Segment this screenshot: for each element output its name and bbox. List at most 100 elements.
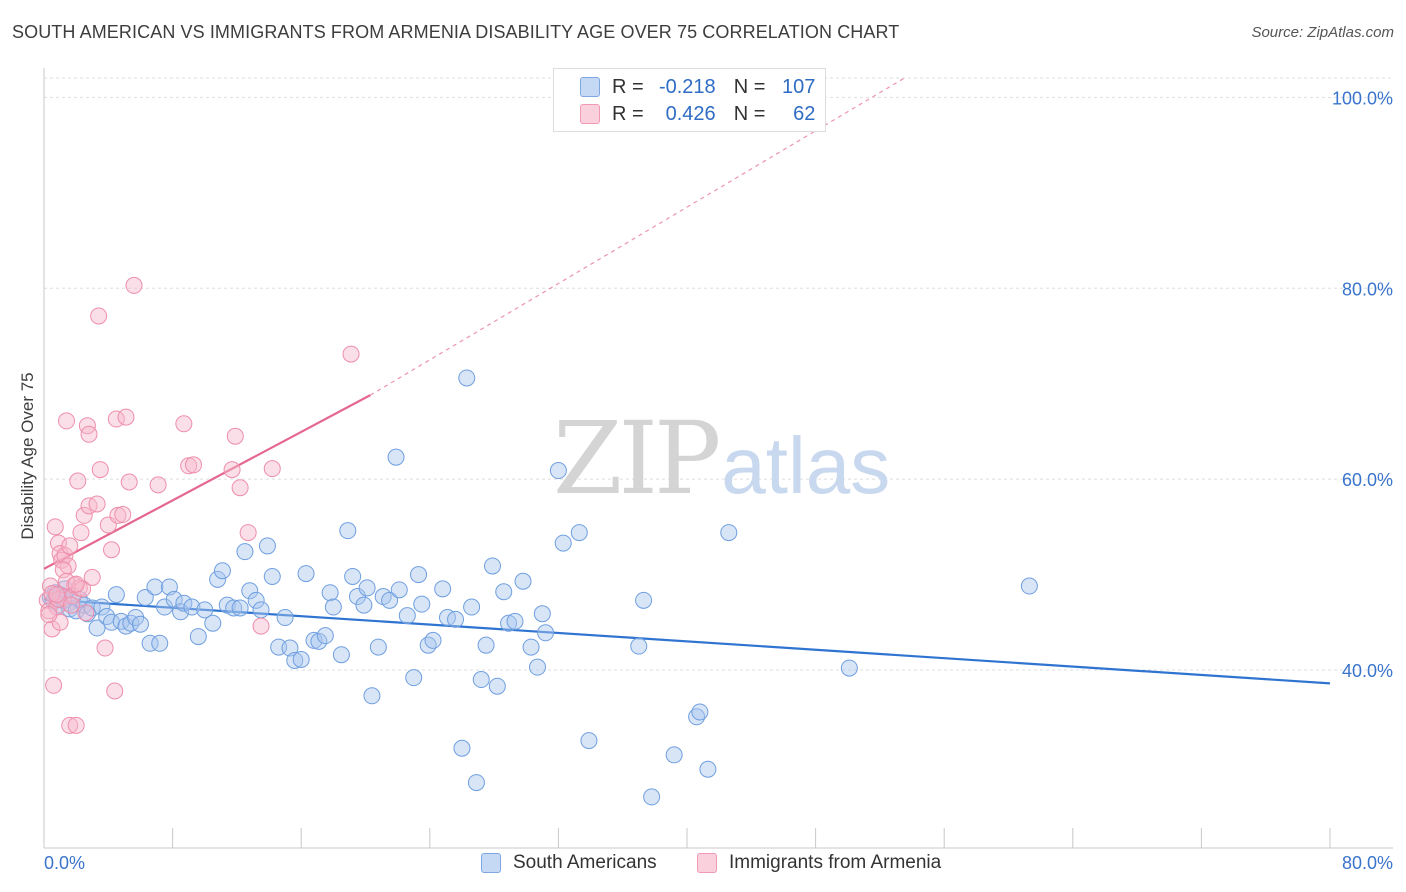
point-armenia: [54, 561, 72, 579]
point-south-american: [447, 610, 465, 628]
data-points: [38, 276, 1038, 806]
point-armenia: [67, 716, 85, 734]
source-label: Source: ZipAtlas.com: [1251, 24, 1394, 41]
point-south-american: [424, 631, 442, 649]
point-armenia: [56, 546, 74, 564]
point-armenia: [61, 537, 79, 555]
chart-title: SOUTH AMERICAN VS IMMIGRANTS FROM ARMENI…: [12, 22, 900, 42]
point-south-american: [554, 534, 572, 552]
point-south-american: [488, 677, 506, 695]
point-south-american: [151, 634, 169, 652]
point-armenia: [83, 568, 101, 586]
legend-n-value: 107: [782, 75, 816, 98]
point-armenia: [252, 617, 270, 635]
legend-row-south-americans: R = -0.218 N = 107: [580, 75, 815, 99]
legend-label: South Americans: [513, 852, 657, 873]
point-south-american: [691, 703, 709, 721]
point-south-american: [405, 669, 423, 687]
point-south-american: [570, 524, 588, 542]
tick-labels: 40.0% 60.0% 80.0% 100.0% 0.0% 80.0%: [44, 88, 1393, 873]
y-tick-label: 60.0%: [1342, 470, 1393, 490]
trend-lines: [43, 77, 1331, 685]
point-south-american: [175, 594, 193, 612]
point-armenia: [263, 460, 281, 478]
point-south-american: [635, 591, 653, 609]
point-south-american: [276, 609, 294, 627]
point-armenia: [61, 716, 79, 734]
point-south-american: [204, 614, 222, 632]
legend-r-value: -0.218: [658, 75, 716, 98]
point-south-american: [78, 605, 96, 623]
y-axis-label: Disability Age Over 75: [18, 372, 37, 540]
point-south-american: [141, 634, 159, 652]
point-south-american: [453, 739, 471, 757]
point-armenia: [72, 524, 90, 542]
legend-r-value: 0.426: [665, 102, 716, 125]
trend-line-0: [43, 598, 1331, 685]
point-south-american: [630, 637, 648, 655]
point-south-american: [247, 591, 265, 609]
point-armenia: [40, 606, 58, 624]
point-armenia: [43, 585, 61, 603]
y-tick-label: 80.0%: [1342, 279, 1393, 299]
point-south-american: [136, 588, 154, 606]
point-armenia: [58, 412, 76, 430]
point-south-american: [549, 462, 567, 480]
point-south-american: [131, 615, 149, 633]
point-south-american: [358, 579, 376, 597]
point-armenia: [223, 461, 241, 479]
point-south-american: [369, 638, 387, 656]
point-armenia: [103, 541, 121, 559]
legend-r-label: R =: [612, 75, 644, 98]
point-south-american: [522, 638, 540, 656]
point-armenia: [69, 472, 87, 490]
point-south-american: [699, 760, 717, 778]
y-tick-label: 100.0%: [1332, 88, 1393, 108]
legend-swatch-pink: [580, 104, 600, 124]
point-armenia: [180, 457, 198, 475]
series-legend: South Americans Immigrants from Armenia: [0, 852, 1406, 876]
point-south-american: [840, 659, 858, 677]
point-south-american: [688, 708, 706, 726]
point-south-american: [258, 537, 276, 555]
legend-item-armenia: Immigrants from Armenia: [697, 852, 941, 874]
point-south-american: [252, 601, 270, 619]
point-south-american: [529, 658, 547, 676]
point-south-american: [321, 584, 339, 602]
point-armenia: [75, 506, 93, 524]
point-south-american: [643, 788, 661, 806]
point-south-american: [231, 599, 249, 617]
point-south-american: [241, 582, 259, 600]
point-south-american: [472, 671, 490, 689]
legend-n-label: N =: [733, 102, 766, 125]
point-armenia: [45, 676, 63, 694]
y-tick-label: 40.0%: [1342, 661, 1393, 681]
legend-label: Immigrants from Armenia: [729, 852, 942, 873]
point-south-american: [196, 601, 214, 619]
point-south-american: [458, 369, 476, 387]
point-south-american: [483, 557, 501, 575]
point-armenia: [40, 602, 58, 620]
point-south-american: [495, 583, 513, 601]
legend-n-value: 62: [793, 102, 816, 125]
grid-lines: [44, 77, 1393, 671]
point-south-american: [172, 603, 190, 621]
legend-item-south-americans: South Americans: [481, 852, 657, 874]
point-south-american: [183, 598, 201, 616]
legend-row-armenia: R = 0.426 N = 62: [580, 102, 815, 126]
point-armenia: [226, 427, 244, 445]
point-south-american: [387, 448, 405, 466]
point-armenia: [239, 524, 257, 542]
point-armenia: [62, 596, 80, 614]
point-south-american: [434, 580, 452, 598]
point-south-american: [189, 628, 207, 646]
point-armenia: [90, 307, 108, 325]
point-south-american: [419, 636, 437, 654]
point-south-american: [236, 543, 254, 561]
point-armenia: [109, 506, 127, 524]
point-armenia: [48, 586, 66, 604]
legend-swatch-blue: [481, 853, 501, 873]
point-south-american: [88, 619, 106, 637]
point-south-american: [263, 567, 281, 585]
point-south-american: [467, 774, 485, 792]
